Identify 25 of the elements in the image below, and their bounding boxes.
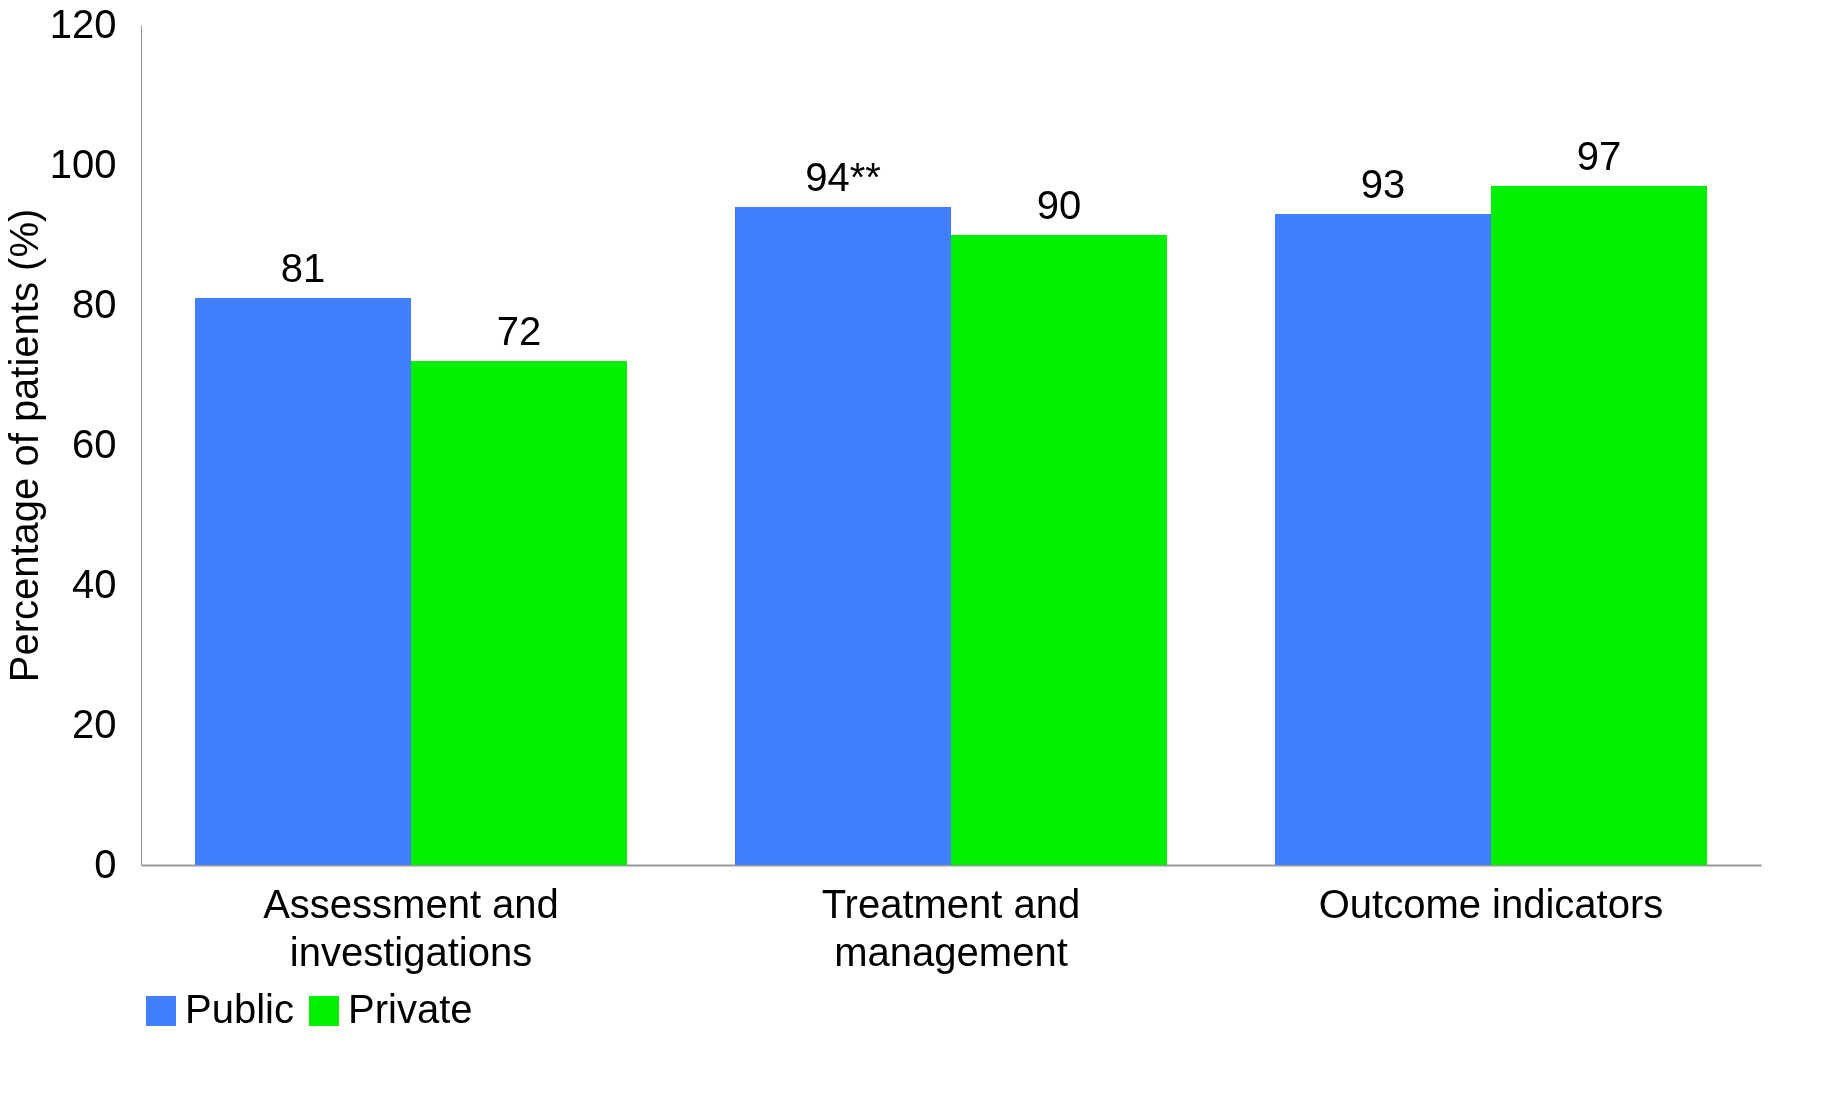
data-label: 94**	[805, 155, 881, 199]
y-axis-title: Percentage of patients (%)	[1, 208, 46, 683]
x-tick-label: Assessment and investigations	[263, 881, 559, 974]
bar	[411, 361, 627, 865]
bar	[951, 235, 1167, 865]
bar	[1491, 186, 1707, 865]
y-tick-label: 0	[94, 841, 117, 886]
y-tick-label: 20	[72, 701, 117, 746]
bar	[1275, 214, 1491, 865]
y-tick-label: 80	[72, 281, 117, 326]
data-label: 81	[280, 246, 326, 290]
legend-label: Public	[185, 987, 294, 1031]
data-label: 93	[1360, 162, 1406, 206]
y-tick-label: 120	[49, 1, 117, 46]
data-label: 97	[1576, 134, 1622, 178]
x-tick-label: Outcome indicators	[1318, 881, 1664, 926]
y-tick-label: 40	[72, 561, 117, 606]
bar	[735, 207, 951, 865]
bar	[195, 298, 411, 865]
legend-label: Private	[348, 987, 473, 1031]
x-tick-label: Treatment and management	[821, 881, 1081, 974]
y-tick-label: 100	[49, 141, 117, 186]
data-label: 72	[496, 309, 542, 353]
y-tick-label: 60	[72, 421, 117, 466]
data-label: 90	[1036, 183, 1082, 227]
